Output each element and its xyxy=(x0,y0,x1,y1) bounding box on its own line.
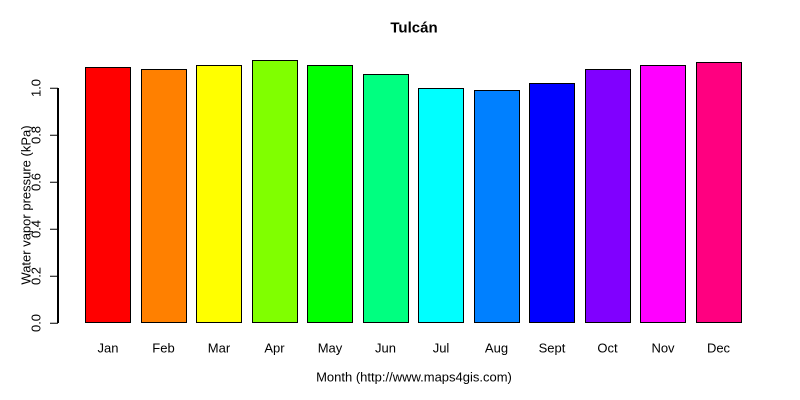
x-tick-label-may: May xyxy=(317,340,343,356)
x-tick-label-apr: Apr xyxy=(264,340,285,356)
y-axis-line xyxy=(57,88,59,323)
bar-jul xyxy=(418,88,464,323)
bar-feb xyxy=(140,69,187,323)
y-tick-mark xyxy=(50,134,58,136)
y-tick-label: 0.0 xyxy=(28,313,44,333)
bar-dec xyxy=(695,62,742,323)
x-tick-label-dec: Dec xyxy=(706,340,731,356)
bar-apr xyxy=(251,59,298,323)
bar-nov xyxy=(640,64,686,323)
y-tick-mark xyxy=(50,275,58,277)
bar-mar xyxy=(196,64,242,323)
y-tick-label: 0.8 xyxy=(28,125,44,145)
y-axis-title: Water vapor pressure (kPa) xyxy=(18,125,34,285)
y-tick-label: 1.0 xyxy=(28,78,44,98)
bar-oct xyxy=(584,69,631,323)
chart-title: Tulcán xyxy=(390,19,438,37)
bar-aug xyxy=(473,90,520,323)
x-tick-label-jan: Jan xyxy=(97,340,119,356)
y-tick-label: 0.6 xyxy=(28,172,44,192)
bar-jan xyxy=(85,66,131,323)
y-tick-mark xyxy=(50,228,58,230)
y-tick-mark xyxy=(50,87,58,89)
bar-sept xyxy=(529,83,575,323)
x-tick-label-mar: Mar xyxy=(207,340,231,356)
x-tick-label-jul: Jul xyxy=(432,340,450,356)
bar-may xyxy=(307,64,353,323)
y-tick-label: 0.4 xyxy=(28,219,44,239)
x-tick-label-jun: Jun xyxy=(375,340,396,356)
y-tick-label: 0.2 xyxy=(28,266,44,286)
bar-jun xyxy=(362,73,409,323)
x-tick-label-nov: Nov xyxy=(651,340,675,356)
x-tick-label-oct: Oct xyxy=(597,340,618,356)
x-tick-label-feb: Feb xyxy=(152,340,175,356)
x-axis-title: Month (http://www.maps4gis.com) xyxy=(316,369,512,385)
x-tick-label-sept: Sept xyxy=(538,340,566,356)
y-tick-mark xyxy=(50,181,58,183)
x-tick-label-aug: Aug xyxy=(484,340,509,356)
y-tick-mark xyxy=(50,322,58,324)
plot-area: 0.0 0.2 0.4 0.6 0.8 1.0 Jan Feb Mar Apr May Jun Jul A… xyxy=(29,41,770,356)
